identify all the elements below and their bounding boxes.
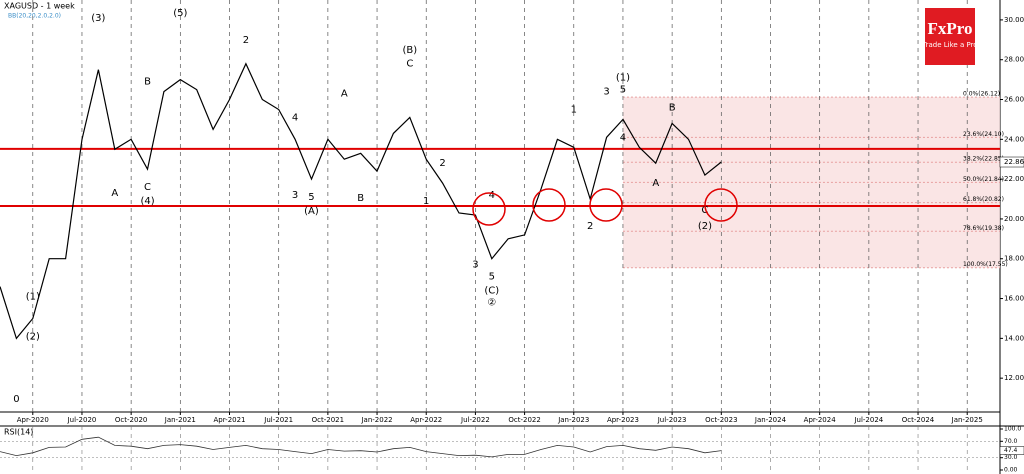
fib-label: 100.0%(17.55) [963, 261, 1008, 268]
wave-label: 4 [620, 132, 626, 143]
wave-label: (C) [484, 286, 499, 297]
wave-label: B [669, 102, 676, 113]
wave-label: (B) [403, 45, 418, 56]
logo-box [925, 8, 975, 65]
wave-label: C [406, 59, 413, 70]
fib-label: 23.6%(24.10) [963, 131, 1004, 138]
x-tick-label: Jul-2024 [853, 416, 883, 424]
x-tick-label: Apr-2024 [804, 416, 837, 424]
wave-label: 4 [489, 190, 495, 201]
chart-title: XAGUSD - 1 week [4, 2, 75, 11]
y-tick-label: 30.00 [1004, 16, 1024, 24]
circle [704, 188, 738, 222]
x-tick-label: Jan-2021 [164, 416, 196, 424]
wave-label: 5 [620, 85, 626, 96]
x-tick-label: Apr-2020 [17, 416, 49, 424]
y-tick-label: 20.00 [1004, 215, 1024, 223]
wave-label: 3 [292, 190, 298, 201]
wave-label: A [652, 178, 659, 189]
wave-label: 5 [308, 192, 314, 203]
x-tick-label: Apr-2023 [607, 416, 639, 424]
wave-label: B [357, 193, 364, 204]
circle [472, 192, 506, 226]
fib-label: 0.0%(26.12) [963, 91, 1000, 98]
fib-label: 78.6%(19.38) [963, 225, 1004, 232]
wave-label: A [111, 188, 118, 199]
wave-label: (1) [26, 292, 40, 303]
x-tick-label: Apr-2022 [410, 416, 442, 424]
wave-label: C [144, 182, 151, 193]
wave-label: 0 [13, 394, 19, 405]
wave-label: B [144, 77, 151, 88]
fib-label: 50.0%(21.84) [963, 176, 1004, 183]
wave-label: 2 [587, 221, 593, 232]
y-tick-label: 16.00 [1004, 295, 1024, 303]
y-tick-label: 22.00 [1004, 175, 1024, 183]
x-tick-label: Apr-2021 [214, 416, 246, 424]
logo-brand: FxPro [927, 19, 972, 38]
fib-label: 61.8%(20.82) [963, 196, 1004, 203]
last-price-tag [999, 156, 1024, 168]
rsi-title: RSI(14) [4, 428, 33, 437]
rsi-line [0, 436, 722, 458]
rsi-y-tick-label: 100.0 [1004, 426, 1021, 433]
y-tick-label: 28.00 [1004, 56, 1024, 64]
rsi-y-tick-label: 0.00 [1004, 467, 1018, 474]
y-tick-label: 14.00 [1004, 334, 1024, 342]
y-tick-label: 12.00 [1004, 374, 1024, 382]
circle [532, 188, 566, 222]
logo-tagline: Trade Like a Pro [921, 41, 977, 49]
x-tick-label: Jan-2025 [951, 416, 983, 424]
wave-label: (5) [173, 8, 187, 19]
wave-label: (4) [140, 196, 154, 207]
x-tick-label: Oct-2020 [115, 416, 147, 424]
wave-label: A [341, 89, 348, 100]
rsi-last-label: 47.4 [1004, 447, 1018, 454]
x-tick-label: Jul-2023 [657, 416, 687, 424]
wave-label: 2 [439, 158, 445, 169]
wave-label: (2) [698, 221, 712, 232]
wave-label: 3 [472, 260, 478, 271]
circle [589, 188, 623, 222]
x-tick-label: Jan-2023 [557, 416, 589, 424]
logo: FxPro Trade Like a Pro [921, 8, 978, 65]
y-tick-label: 18.00 [1004, 255, 1024, 263]
x-tick-label: Jan-2022 [360, 416, 392, 424]
wave-label: 4 [292, 112, 298, 123]
wave-label: 1 [571, 104, 577, 115]
last-price-label: 22.86 [1004, 158, 1024, 166]
x-tick-label: Oct-2023 [705, 416, 737, 424]
y-tick-label: 24.00 [1004, 135, 1024, 143]
rsi-y-tick-label: 70.0 [1004, 438, 1018, 445]
wave-label: 2 [243, 35, 249, 46]
x-tick-label: Oct-2024 [902, 416, 935, 424]
highlight-circles [472, 188, 738, 226]
x-tick-label: Jul-2021 [263, 416, 293, 424]
indicator-label: BB(20,20,2.0,2.0) [8, 13, 61, 20]
price-line [0, 62, 722, 340]
x-tick-label: Jan-2024 [754, 416, 787, 424]
wave-label: C [701, 205, 708, 216]
x-tick-label: Jul-2020 [67, 416, 97, 424]
wave-label: (3) [91, 13, 105, 24]
wave-label: ② [487, 298, 496, 309]
rsi-y-tick-label: 30.0 [1004, 454, 1018, 461]
x-tick-label: Oct-2022 [508, 416, 540, 424]
rsi-last-tag [999, 446, 1024, 455]
wave-label: (2) [26, 331, 40, 342]
wave-label: (A) [304, 206, 319, 217]
wave-label: 1 [423, 196, 429, 207]
x-tick-label: Jul-2022 [460, 416, 490, 424]
y-tick-label: 26.00 [1004, 96, 1024, 104]
wave-label: (1) [616, 73, 630, 84]
wave-label: 3 [603, 87, 609, 98]
x-tick-label: Oct-2021 [312, 416, 344, 424]
wave-label: 5 [489, 272, 495, 283]
fib-label: 38.2%(22.85) [963, 156, 1004, 163]
